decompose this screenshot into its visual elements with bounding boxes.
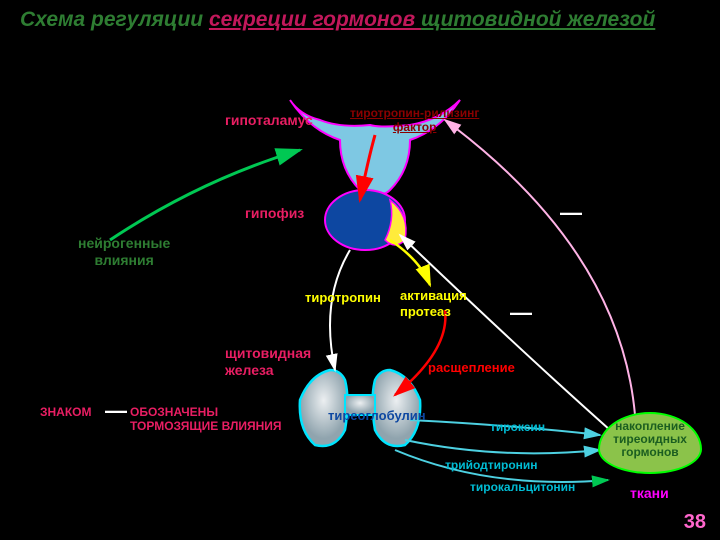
label-thyroid: щитовидная железа — [225, 345, 311, 379]
legend-dash: — — [105, 398, 127, 424]
minus-sign-2: — — [510, 300, 532, 326]
arrow-feedback-pituitary — [400, 235, 610, 430]
label-thyroglobulin: тиреоглобулин — [328, 408, 426, 424]
legend-part1: ЗНАКОМ — [40, 405, 92, 419]
label-triiodothyronine: трийодтиронин — [445, 458, 538, 472]
cloud-text: накопление тиреоидных гормонов — [604, 420, 696, 460]
label-trh: тиротропин-рилизинг фактор — [350, 106, 479, 135]
legend-part2: ОБОЗНАЧЕНЫ ТОРМОЗЯЩИЕ ВЛИЯНИЯ — [130, 405, 282, 434]
label-pituitary: гипофиз — [245, 205, 304, 222]
label-thyroxine: тироксин — [490, 420, 545, 434]
arrow-thyrotropin — [390, 240, 430, 285]
label-thyrotropin: тиротропин — [305, 290, 381, 306]
label-hypothalamus: гипоталамус — [225, 112, 313, 129]
page-number: 38 — [684, 511, 706, 534]
label-cleavage: расщепление — [428, 360, 515, 376]
label-neurogenic: нейрогенные влияния — [78, 235, 170, 269]
label-tissues: ткани — [630, 485, 669, 502]
arrow-ttr-down — [330, 250, 350, 370]
label-protease: активация протеаз — [400, 288, 467, 319]
minus-sign-1: — — [560, 200, 582, 226]
label-thyrocalcitonin: тирокальцитонин — [470, 480, 575, 494]
arrow-neurogenic — [110, 150, 300, 240]
cloud-accumulation: накопление тиреоидных гормонов — [598, 412, 702, 474]
arrow-triiodothyronine — [405, 440, 600, 453]
